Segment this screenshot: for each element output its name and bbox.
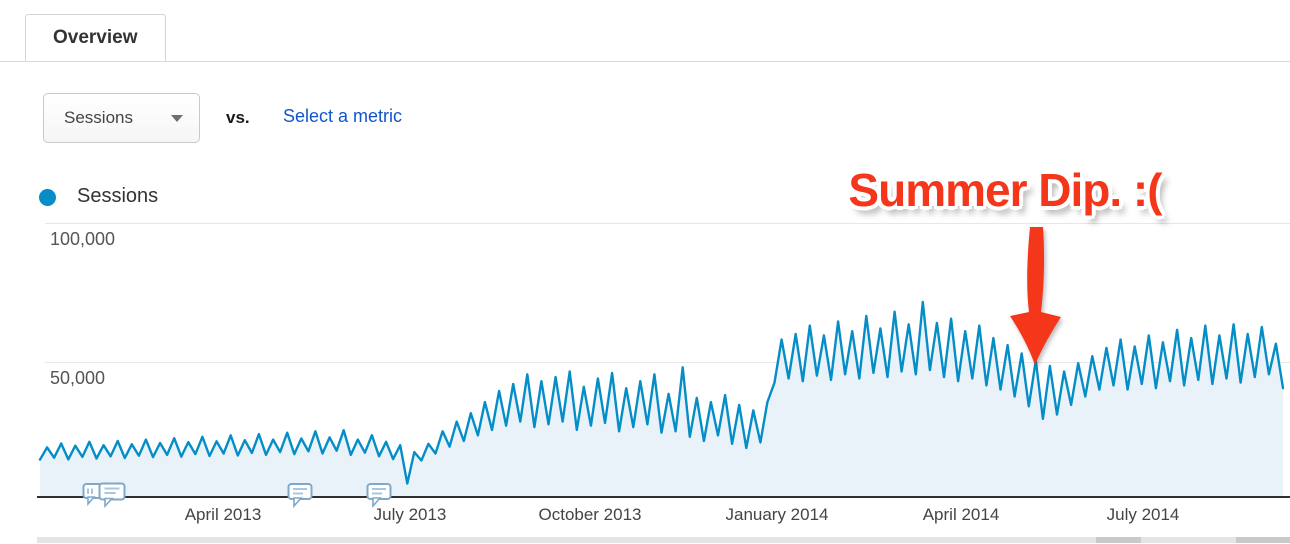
x-axis-line	[37, 496, 1290, 498]
series-area-fill	[40, 302, 1283, 498]
select-metric-link[interactable]: Select a metric	[283, 106, 403, 126]
annotation-marker-icon[interactable]	[366, 482, 393, 513]
tab-overview-label: Overview	[53, 27, 138, 48]
metric-dropdown-value: Sessions	[64, 108, 133, 127]
x-axis-label: April 2013	[184, 505, 262, 524]
timeline-scrollbar-handle[interactable]	[1096, 537, 1141, 543]
timeline-scrollbar[interactable]	[37, 537, 1290, 543]
tab-overview[interactable]: Overview	[25, 14, 166, 61]
gridline-100k	[45, 223, 1290, 224]
y-axis-label-50k: 50,000	[50, 368, 106, 388]
x-axis-label: October 2013	[538, 505, 642, 524]
chevron-down-icon	[171, 114, 183, 122]
annotation-marker-icon[interactable]	[287, 482, 314, 513]
x-axis-label: January 2014	[725, 505, 829, 524]
timeline-scrollbar-handle[interactable]	[1236, 537, 1290, 543]
x-axis-label: April 2014	[922, 505, 1000, 524]
gridline-50k	[45, 362, 1290, 363]
annotation-arrow-icon	[1010, 227, 1061, 365]
series-line	[38, 300, 1285, 485]
metric-dropdown[interactable]: Sessions	[43, 93, 200, 143]
legend-series-label: Sessions	[77, 185, 159, 207]
x-axis-label: July 2013	[373, 505, 447, 524]
annotation-text: Summer Dip. :(	[848, 164, 1162, 216]
annotation-marker-cluster-icon[interactable]	[82, 481, 128, 513]
vs-label: vs.	[226, 108, 250, 127]
legend-dot	[39, 189, 56, 206]
y-axis-label-100k: 100,000	[50, 229, 116, 249]
tab-bar-rule	[0, 61, 1290, 62]
x-axis-label: July 2014	[1106, 505, 1180, 524]
